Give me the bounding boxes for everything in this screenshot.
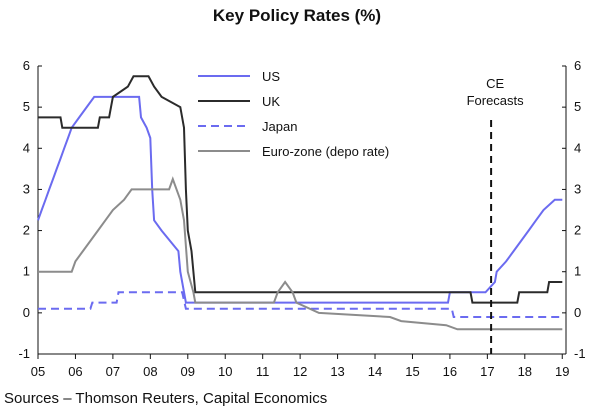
y-tick-label-left: 5 — [23, 99, 30, 114]
y-tick-label-right: 0 — [574, 305, 581, 320]
x-tick-label: 10 — [218, 364, 232, 379]
y-tick-label-right: 4 — [574, 140, 581, 155]
y-tick-label-right: 1 — [574, 264, 581, 279]
x-tick-label: 12 — [293, 364, 307, 379]
y-tick-label-left: 4 — [23, 140, 30, 155]
legend-label-0: US — [262, 69, 280, 84]
x-tick-label: 11 — [256, 364, 270, 379]
x-tick-label: 16 — [443, 364, 457, 379]
series-line-0 — [37, 95, 563, 304]
chart-title: Key Policy Rates (%) — [212, 6, 382, 25]
y-tick-label-left: -1 — [18, 346, 30, 361]
y-tick-label-right: 3 — [574, 181, 581, 196]
x-tick-label: 05 — [31, 364, 45, 379]
y-tick-label-right: 2 — [574, 223, 581, 238]
x-tick-label: 15 — [405, 364, 419, 379]
legend-label-2: Japan — [262, 119, 297, 134]
y-tick-label-left: 6 — [23, 58, 30, 73]
y-tick-label-right: -1 — [574, 346, 586, 361]
forecast-label-line2: Forecasts — [467, 93, 525, 108]
x-tick-label: 06 — [68, 364, 82, 379]
series-line-1 — [38, 75, 563, 304]
x-tick-label: 08 — [143, 364, 157, 379]
series-line-3 — [38, 176, 563, 331]
x-tick-label: 13 — [330, 364, 344, 379]
legend-label-3: Euro-zone (depo rate) — [262, 144, 389, 159]
x-tick-label: 07 — [106, 364, 120, 379]
source-note: Sources – Thomson Reuters, Capital Econo… — [4, 390, 328, 407]
legend-label-1: UK — [262, 94, 280, 109]
x-tick-label: 19 — [555, 364, 569, 379]
y-tick-label-left: 0 — [23, 305, 30, 320]
y-tick-label-left: 1 — [23, 264, 30, 279]
forecast-label-line1: CE — [486, 76, 504, 91]
x-tick-label: 14 — [368, 364, 382, 379]
y-tick-label-left: 2 — [23, 223, 30, 238]
y-tick-label-right: 6 — [574, 58, 581, 73]
x-tick-label: 18 — [518, 364, 532, 379]
y-tick-label-left: 3 — [23, 181, 30, 196]
x-tick-label: 17 — [480, 364, 494, 379]
x-tick-label: 09 — [181, 364, 195, 379]
series-line-2 — [38, 291, 563, 318]
y-tick-label-right: 5 — [574, 99, 581, 114]
